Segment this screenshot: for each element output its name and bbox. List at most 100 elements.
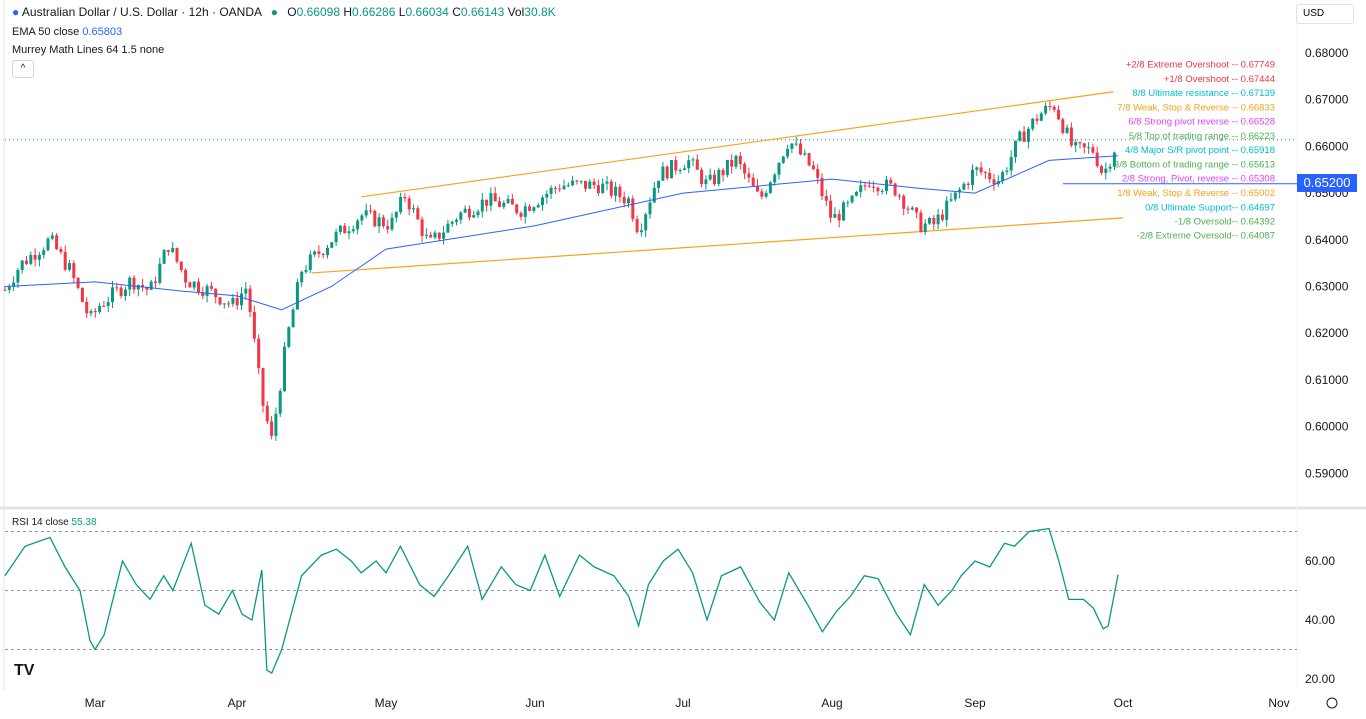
candle-body [605,181,609,184]
candle [687,155,691,174]
candle [562,179,566,190]
candle-body [1112,152,1116,167]
candle [1061,117,1065,135]
candle-body [571,180,575,186]
time-tick-label: Mar [85,696,106,710]
candle-body [816,169,820,178]
candle [214,288,218,304]
candle-body [958,189,962,193]
candle [338,225,342,235]
candle-body [218,297,222,305]
candle-body [347,231,351,234]
currency-selector[interactable]: USD [1296,4,1354,24]
symbol-title[interactable]: Australian Dollar / U.S. Dollar · 12h · … [21,5,262,19]
candle [171,242,175,254]
candle-body [381,217,385,227]
candle-body [334,231,338,243]
candle [571,175,575,187]
candle [721,167,725,182]
candle-body [614,186,618,196]
candle-body [622,197,626,204]
candle-body [528,206,532,211]
candle-body [416,208,420,220]
candle-body [46,238,50,251]
candle-body [1005,170,1009,173]
candle [674,156,678,175]
candle-body [596,185,600,194]
candle [3,285,7,291]
murrey-legend[interactable]: Murrey Math Lines 64 1.5 none [12,44,164,56]
candle-body [592,181,596,186]
candle [1082,142,1086,154]
murrey-level-value: 0.66223 [1241,131,1275,142]
candle [295,278,299,310]
candle [1035,114,1039,125]
candle-body [240,293,243,306]
candle-body [811,165,815,170]
collapse-legend-button[interactable]: ^ [12,60,34,78]
candle-body [747,173,751,178]
candle [330,242,334,249]
candle-body [308,254,312,271]
settings-icon[interactable] [1326,697,1338,709]
rsi-tick-label: 20.00 [1305,672,1335,686]
candle [1074,138,1078,153]
candle-body [1074,142,1078,146]
price-tick-label: 0.62000 [1305,326,1349,340]
candle-body [326,247,329,255]
candle-body [704,179,708,185]
candle-body [940,214,944,220]
rsi-legend[interactable]: RSI 14 close 55.38 [12,517,97,528]
candle-body [29,254,33,264]
ema-50-line [4,155,1119,311]
candle-body [295,282,299,310]
candle-body [50,235,54,239]
candle [154,276,157,288]
candle-body [781,156,785,163]
candle [915,207,919,219]
volume-label: Vol [507,5,525,19]
murrey-level-value: 0.67139 [1241,88,1275,99]
candle-body [111,287,114,303]
candle-body [566,185,570,187]
candle [433,230,437,240]
candle-body [1069,127,1073,146]
candle [1044,102,1048,116]
candle-body [1078,142,1082,144]
candle [274,407,278,441]
channel-lower-line [311,217,1124,274]
ema-legend[interactable]: EMA 50 close 0.65803 [12,26,122,38]
candle-body [777,162,781,175]
candle-body [222,303,226,305]
candle [240,287,243,310]
candle-body [360,215,364,221]
candle [846,200,850,208]
candle-body [657,180,661,188]
candle [16,267,20,288]
candle-body [575,180,579,182]
candle-body [627,198,630,204]
candle [1031,118,1035,132]
candle [786,144,790,159]
candle [859,179,863,198]
candle-body [89,311,93,314]
candle-body [915,207,919,213]
candle-body [695,159,699,170]
candle-body [343,225,347,234]
candle-body [244,288,248,294]
candle [489,187,493,211]
candle [764,190,768,199]
candle [902,194,906,216]
candle [713,170,716,187]
candle [992,173,996,191]
candle-body [738,155,742,165]
candle-body [519,212,523,217]
candle-body [1018,131,1022,141]
candle-body [252,311,256,339]
candle-body [502,202,506,207]
candle-body [558,188,562,190]
candle [304,264,308,274]
candle-body [506,198,510,203]
candle [317,245,321,258]
